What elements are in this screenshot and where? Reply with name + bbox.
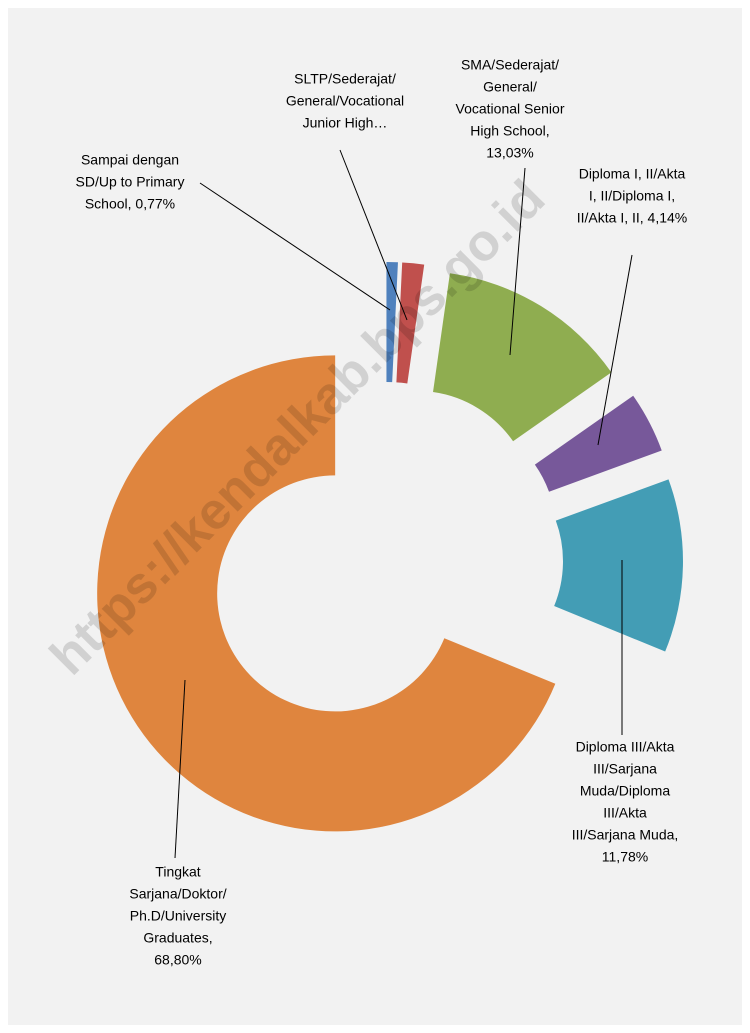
data-label: Tingkat xyxy=(155,864,201,880)
slice xyxy=(554,479,683,652)
data-label: I, II/Diploma I, xyxy=(589,188,675,204)
slice xyxy=(433,273,612,442)
data-label: Ph.D/University xyxy=(130,908,226,924)
data-label: Vocational Senior xyxy=(456,101,565,117)
data-label: III/Sarjana Muda, xyxy=(572,827,679,843)
leader-line xyxy=(174,679,186,859)
slice xyxy=(396,262,425,384)
data-label: 13,03% xyxy=(486,145,533,161)
data-label: School, 0,77% xyxy=(85,196,175,212)
leader-line xyxy=(509,167,526,356)
slice xyxy=(97,355,556,832)
slice xyxy=(386,262,398,383)
data-label: Graduates, xyxy=(143,930,212,946)
data-label: 68,80% xyxy=(154,952,201,968)
data-label: General/Vocational xyxy=(286,93,404,109)
data-label: III/Sarjana xyxy=(593,761,657,777)
data-label: 11,78% xyxy=(602,849,648,865)
leader-line xyxy=(597,254,633,446)
data-label: SD/Up to Primary xyxy=(76,174,185,190)
data-label: Sarjana/Doktor/ xyxy=(129,886,226,902)
data-label: High School, xyxy=(470,123,549,139)
data-label: III/Akta xyxy=(603,805,647,821)
slices xyxy=(97,262,683,832)
data-label: SMA/Sederajat/ xyxy=(461,57,559,73)
data-label: Diploma I, II/Akta xyxy=(579,166,686,182)
data-label: Diploma III/Akta xyxy=(576,739,675,755)
data-label: Muda/Diploma xyxy=(580,783,670,799)
data-label: II/Akta I, II, 4,14% xyxy=(577,210,688,226)
leader-line xyxy=(339,149,408,321)
data-label: SLTP/Sederajat/ xyxy=(294,71,396,87)
data-label: Sampai dengan xyxy=(81,152,179,168)
leader-line xyxy=(199,182,391,311)
data-label: General/ xyxy=(483,79,537,95)
data-label: Junior High… xyxy=(303,115,388,131)
